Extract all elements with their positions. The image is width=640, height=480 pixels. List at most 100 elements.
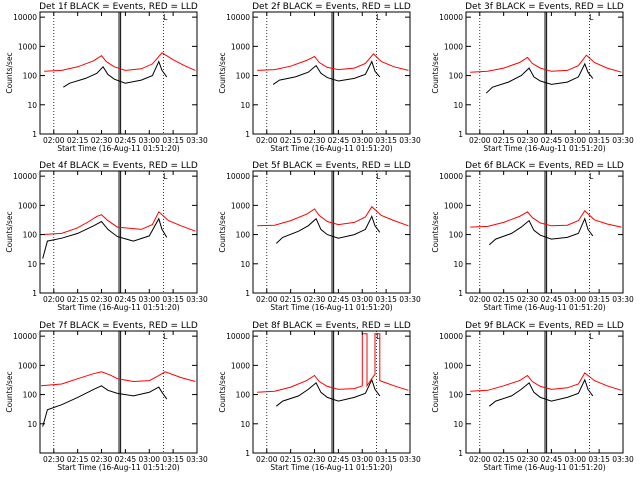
x-tick-label: 02:45 (328, 455, 350, 464)
x-tick-label: 02:30 (91, 295, 113, 304)
x-tick-label: 02:00 (469, 455, 491, 464)
lld-series-line (41, 210, 196, 236)
x-tick-label: 03:30 (399, 136, 421, 145)
y-tick-label: 10 (27, 420, 37, 429)
y-tick-label: 1 (32, 130, 37, 139)
x-tick-label: 03:00 (138, 455, 160, 464)
y-tick-label: 10000 (439, 332, 463, 341)
y-tick-label: 1 (458, 130, 463, 139)
events-series-line (485, 62, 594, 94)
x-tick-label: 02:15 (67, 295, 89, 304)
axes-frame (465, 170, 624, 294)
x-tick-label: 02:15 (67, 455, 89, 464)
x-tick-label: 02:30 (91, 455, 113, 464)
bracket-marker-label: L (163, 332, 168, 341)
x-tick-label: 03:00 (351, 455, 373, 464)
x-tick-label: 02:45 (541, 136, 563, 145)
x-axis-label: Start Time (16-Aug-11 01:51:20) (57, 144, 179, 153)
y-tick-label: 1 (245, 289, 250, 298)
lld-series-line (41, 371, 196, 387)
x-tick-label: 03:15 (588, 136, 610, 145)
x-tick-label: 03:30 (612, 455, 634, 464)
x-tick-label: 03:15 (162, 455, 184, 464)
y-tick-label: 100 (23, 72, 38, 81)
x-axis-label: Start Time (16-Aug-11 01:51:20) (270, 303, 392, 312)
x-tick-label: 03:30 (399, 455, 421, 464)
panel-title: Det 7f BLACK = Events, RED = LLD (39, 321, 198, 331)
y-tick-label: 10000 (226, 172, 250, 181)
x-tick-label: 02:30 (304, 136, 326, 145)
panel-title: Det 4f BLACK = Events, RED = LLD (39, 161, 198, 171)
x-tick-label: 02:45 (541, 455, 563, 464)
bracket-marker-label: L (163, 172, 168, 181)
y-tick-label: 10000 (13, 172, 37, 181)
y-axis-label: Counts/sec (218, 371, 227, 412)
axes-frame (39, 11, 198, 135)
x-tick-label: 02:30 (304, 455, 326, 464)
events-series-line (42, 385, 168, 427)
y-tick-label: 10000 (439, 13, 463, 22)
x-tick-label: 02:30 (517, 136, 539, 145)
y-tick-label: 10000 (13, 13, 37, 22)
x-tick-label: 03:30 (612, 136, 634, 145)
x-tick-label: 03:00 (138, 136, 160, 145)
x-tick-label: 02:00 (256, 295, 278, 304)
x-axis-label: Start Time (16-Aug-11 01:51:20) (270, 144, 392, 153)
x-axis-label: Start Time (16-Aug-11 01:51:20) (483, 463, 605, 472)
panel-title: Det 8f BLACK = Events, RED = LLD (252, 321, 411, 331)
x-tick-label: 02:45 (115, 455, 137, 464)
bracket-marker-label: L (589, 332, 594, 341)
x-tick-label: 02:00 (43, 136, 65, 145)
y-tick-label: 10000 (439, 172, 463, 181)
y-tick-label: 1000 (18, 42, 37, 51)
y-tick-label: 100 (236, 72, 251, 81)
events-series-line (488, 217, 594, 246)
panel-title: Det 9f BLACK = Events, RED = LLD (465, 321, 624, 331)
bracket-marker-label: L (376, 172, 381, 181)
y-tick-label: 100 (449, 391, 464, 400)
events-series-line (63, 60, 168, 88)
events-series-line (275, 215, 381, 244)
y-axis-label: Counts/sec (431, 211, 440, 252)
y-tick-label: 1000 (231, 42, 250, 51)
y-tick-label: 1000 (231, 201, 250, 210)
y-axis-label: Counts/sec (5, 52, 14, 93)
axes-frame (252, 170, 411, 294)
events-series-line (42, 217, 168, 259)
x-tick-label: 02:15 (280, 455, 302, 464)
y-axis-label: Counts/sec (218, 52, 227, 93)
x-axis-label: Start Time (16-Aug-11 01:51:20) (483, 303, 605, 312)
events-series-line (272, 60, 381, 85)
y-tick-label: 1000 (444, 42, 463, 51)
x-tick-label: 02:15 (493, 136, 515, 145)
x-tick-label: 03:15 (588, 455, 610, 464)
x-tick-label: 02:00 (469, 136, 491, 145)
x-tick-label: 03:30 (186, 455, 208, 464)
panel-title: Det 5f BLACK = Events, RED = LLD (252, 161, 411, 171)
axes-frame (39, 170, 198, 294)
x-tick-label: 03:00 (564, 295, 586, 304)
x-tick-label: 02:00 (256, 455, 278, 464)
lld-series-line (257, 333, 409, 393)
lld-series-line (470, 210, 622, 228)
y-tick-label: 1 (458, 449, 463, 458)
y-tick-label: 1000 (18, 201, 37, 210)
axes-frame (39, 330, 198, 454)
y-tick-label: 100 (449, 231, 464, 240)
y-tick-label: 1000 (231, 361, 250, 370)
x-tick-label: 03:30 (186, 136, 208, 145)
x-tick-label: 03:15 (162, 136, 184, 145)
y-tick-label: 10 (240, 260, 250, 269)
y-tick-label: 1000 (18, 361, 37, 370)
lld-series-line (257, 205, 409, 227)
x-axis-label: Start Time (16-Aug-11 01:51:20) (483, 144, 605, 153)
y-tick-label: 10 (453, 101, 463, 110)
x-tick-label: 02:15 (67, 136, 89, 145)
x-tick-label: 03:00 (138, 295, 160, 304)
x-tick-label: 02:30 (43, 455, 65, 464)
